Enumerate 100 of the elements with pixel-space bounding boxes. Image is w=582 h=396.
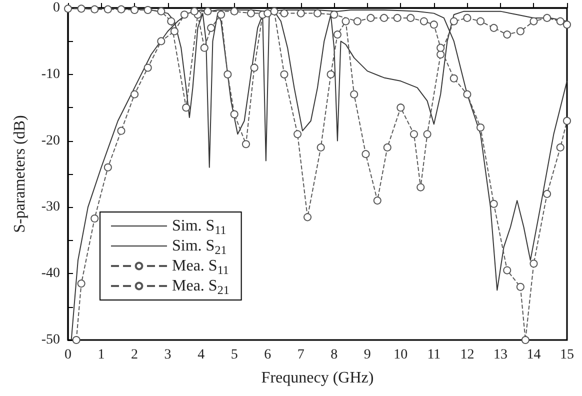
x-tick-label: 3 (164, 348, 172, 362)
point (304, 213, 312, 222)
y-tick-label: -10 (41, 66, 60, 82)
point (556, 17, 564, 26)
y-tick-label: -50 (41, 332, 60, 348)
point (190, 7, 198, 16)
point (117, 126, 126, 135)
point (450, 74, 458, 82)
point (130, 90, 139, 98)
x-tick-label: 11 (427, 348, 441, 362)
point (543, 14, 552, 22)
point (280, 70, 288, 78)
point (90, 5, 99, 14)
point (144, 6, 152, 14)
x-tick-label: 12 (460, 348, 474, 362)
point (436, 50, 445, 58)
point (326, 70, 335, 78)
x-tick-label: 5 (230, 348, 238, 362)
x-tick-label: 15 (560, 348, 574, 362)
x-axis-title: Frequnecy (GHz) (261, 370, 374, 386)
point (207, 24, 216, 32)
y-tick-label: -20 (41, 133, 60, 148)
point (406, 14, 415, 22)
point (157, 7, 166, 16)
point (314, 9, 322, 18)
point (490, 24, 498, 32)
point (450, 17, 458, 26)
point (563, 20, 571, 29)
point (170, 27, 178, 36)
x-tick-label: 2 (131, 348, 138, 362)
x-tick-label: 1 (98, 348, 105, 362)
point (280, 9, 288, 18)
point (423, 130, 432, 138)
point (200, 44, 208, 52)
point (503, 266, 512, 274)
point (430, 20, 438, 29)
point (476, 17, 485, 26)
point (410, 130, 418, 138)
point (224, 70, 232, 78)
point (330, 10, 338, 19)
y-tick-label: -30 (41, 200, 60, 215)
point (230, 7, 238, 16)
point (350, 90, 358, 98)
x-tick-label: 0 (64, 348, 72, 362)
x-tick-label: 14 (526, 348, 541, 362)
point (72, 336, 80, 344)
point (463, 90, 472, 98)
point (490, 200, 498, 208)
point (383, 143, 392, 152)
point (516, 27, 524, 36)
point (530, 17, 538, 26)
point (250, 64, 258, 72)
y-tick-label: -40 (41, 266, 60, 282)
point (104, 163, 112, 172)
point (117, 5, 126, 14)
y-axis-title: S-parameters (dB) (12, 115, 28, 233)
point (362, 150, 370, 158)
point (393, 14, 402, 22)
point (516, 282, 524, 291)
point (264, 9, 272, 18)
point (342, 17, 350, 26)
point (353, 17, 362, 26)
point (436, 44, 445, 52)
x-tick-label: 10 (394, 348, 408, 362)
point (396, 104, 405, 112)
point (246, 9, 255, 18)
point (543, 190, 552, 198)
point (333, 30, 342, 39)
point (463, 14, 472, 22)
point (157, 37, 166, 46)
point (294, 130, 302, 138)
point (380, 14, 388, 22)
point (373, 196, 382, 205)
x-tick-label: 6 (264, 348, 272, 362)
point (130, 6, 139, 14)
point (556, 143, 564, 152)
x-tick-label: 7 (297, 348, 304, 362)
point (476, 124, 485, 132)
point (180, 10, 188, 19)
y-tick-label: 0 (53, 0, 60, 16)
x-tick-label: 4 (198, 348, 205, 362)
point (563, 116, 571, 125)
x-tick-label: 9 (364, 348, 371, 362)
point (217, 10, 226, 19)
point (90, 214, 99, 222)
point (204, 7, 212, 16)
point (144, 64, 152, 72)
point (366, 14, 375, 22)
point (416, 183, 425, 192)
point (420, 17, 428, 26)
point (530, 260, 538, 268)
point (104, 5, 112, 14)
point (77, 280, 86, 288)
point (242, 140, 250, 148)
point (167, 17, 176, 26)
point (182, 104, 190, 112)
point (230, 110, 238, 118)
point (270, 7, 278, 16)
point (296, 9, 305, 18)
point (316, 143, 325, 152)
